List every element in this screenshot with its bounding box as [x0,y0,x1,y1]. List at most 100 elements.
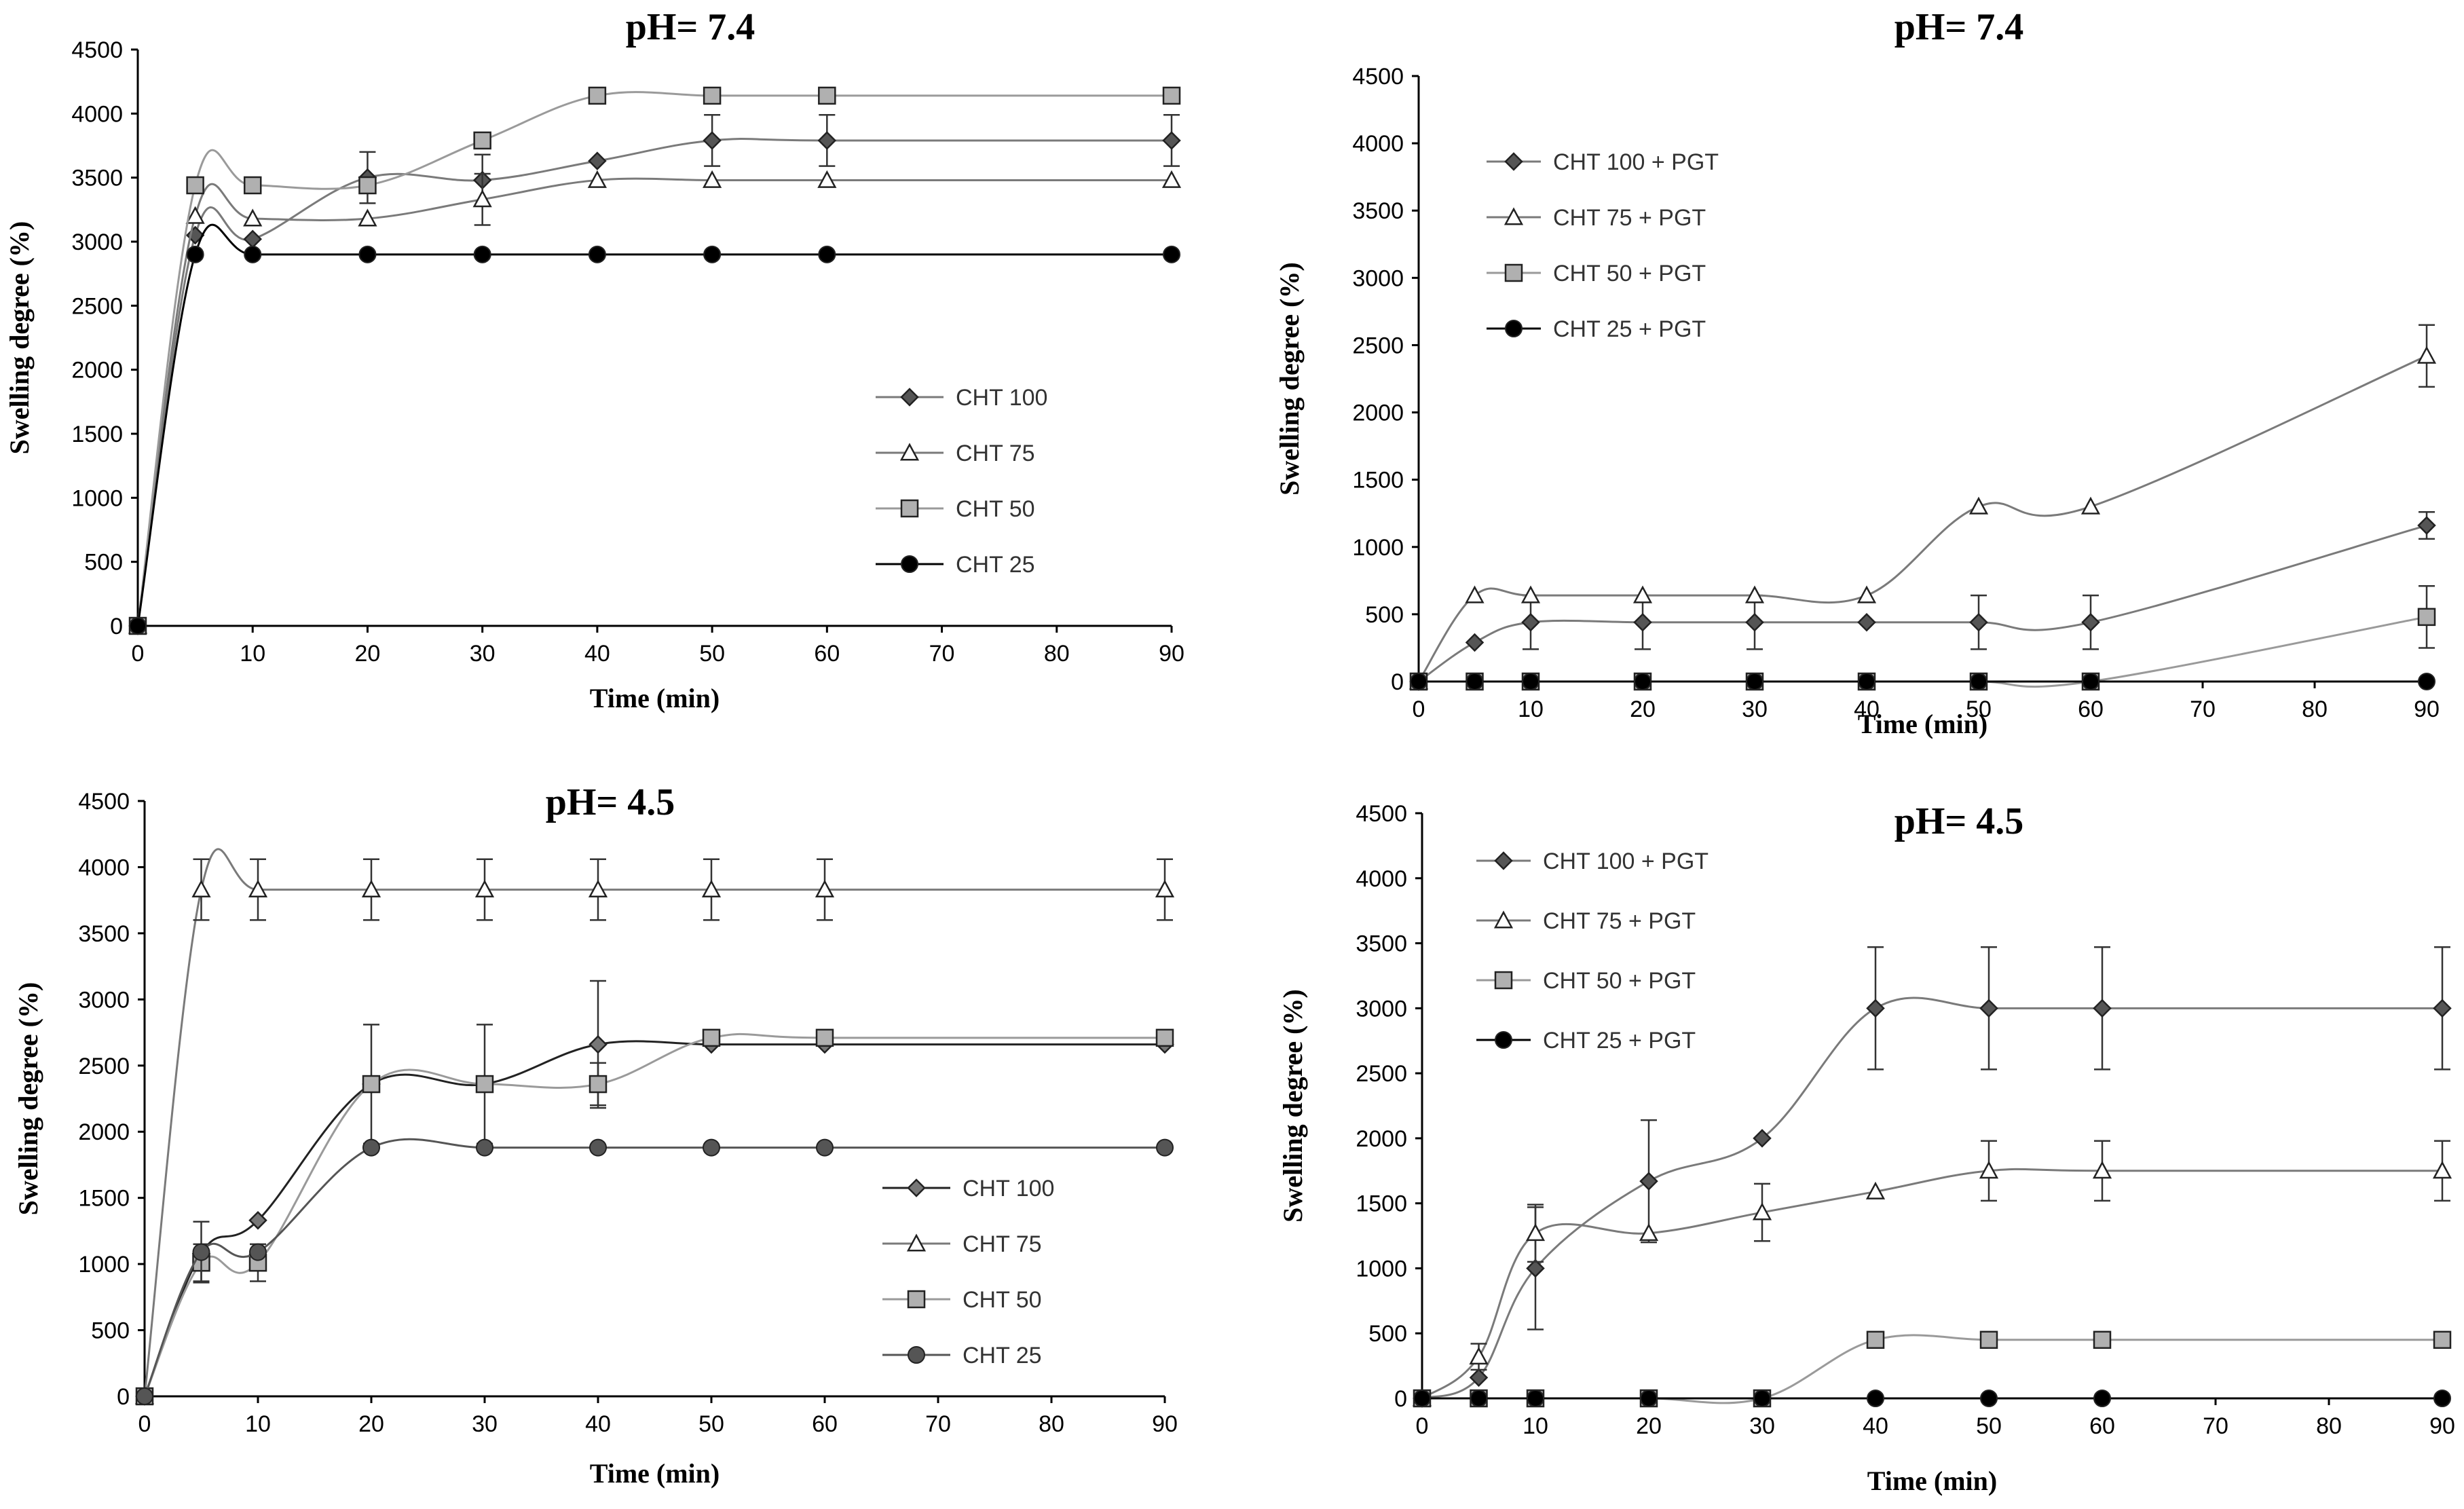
series-cht-100-pgt [1409,510,2436,691]
chart0-marker-8 [1163,245,1180,263]
chart2-marker-7 [815,879,835,898]
chart1-marker-8 [2418,673,2435,690]
chart2-marker-2 [249,1243,267,1261]
chart1-marker-1 [1466,673,1484,690]
chart0-marker-legend-2 [900,499,919,518]
chart3-marker-6 [1980,1390,1998,1407]
chart3-marker-8 [2432,1161,2452,1179]
chart2-marker-2 [248,879,268,898]
chart3-marker-7 [2093,1330,2112,1349]
chart3-marker-legend-1 [1493,910,1514,929]
x-tick-label: 30 [472,1411,498,1437]
x-tick-label: 90 [2429,1413,2455,1439]
series-cht-25-pgt [1410,673,2435,690]
chart3-marker-5 [1865,1181,1886,1199]
chart3-marker-5 [1867,1390,1884,1407]
chart3-marker-legend-3 [1495,1031,1512,1049]
chart1-marker-legend-3 [1505,320,1523,337]
chart3-series-line [1421,996,2442,1400]
y-tick-label: 1500 [1352,468,1404,493]
chart0-marker-5 [587,170,607,188]
legend-label: CHT 100 + PGT [1543,849,1709,874]
legend-label: CHT 75 [963,1231,1042,1257]
chart3-marker-1 [1469,1368,1489,1387]
y-tick-label: 4500 [1352,64,1404,90]
chart0-marker-0 [129,617,147,635]
chart3-marker-3 [1640,1390,1658,1407]
x-tick-label: 50 [698,1411,724,1437]
chart1-marker-1 [1465,633,1485,652]
chart0-marker-8 [1161,170,1182,188]
y-tick-label: 2000 [78,1119,130,1145]
chart3-marker-4 [1752,1202,1772,1221]
y-tick-label: 4500 [71,37,123,63]
x-tick-label: 70 [2203,1413,2228,1439]
chart1-marker-5 [1856,585,1877,603]
legend-label: CHT 100 + PGT [1553,149,1719,175]
y-tick-label: 500 [91,1318,130,1344]
chart0-marker-2 [243,176,262,195]
chart2-marker-3 [361,879,381,898]
chart1-marker-2 [1521,613,1540,632]
chart2-marker-7 [816,1138,834,1157]
y-tick-label: 3500 [71,166,123,191]
chart2-marker-5 [589,1075,608,1094]
chart0-marker-4 [473,245,491,263]
y-axis-title: Swelling degree (%) [1277,989,1308,1223]
chart3-marker-6 [1979,1161,1999,1179]
chart1-marker-7 [2080,496,2101,515]
chart0-marker-legend-0 [900,388,919,407]
y-tick-label: 1000 [78,1252,130,1278]
y-tick-label: 3500 [1352,198,1404,224]
chart2-series-line [143,848,1165,1397]
chart0-marker-3 [358,208,377,227]
chart3-marker-3 [1639,1172,1658,1191]
legend-label: CHT 75 + PGT [1543,908,1696,934]
legend-label: CHT 25 [963,1343,1042,1368]
chart3-marker-6 [1979,999,1998,1018]
chart1-marker-7 [2082,673,2099,690]
series-cht-75 [134,848,1175,1404]
x-tick-label: 80 [2316,1413,2342,1439]
y-tick-label: 3000 [78,987,130,1013]
y-axis-title: Swelling degree (%) [4,221,35,455]
chart1-marker-7 [2081,613,2100,632]
x-tick-label: 60 [2078,696,2104,722]
y-tick-label: 4500 [78,789,130,815]
chart-panel-3: pH= 4.5050010001500200025003000350040004… [13,781,1178,1489]
chart0-marker-7 [817,131,837,150]
x-tick-label: 30 [1749,1413,1775,1439]
chart3-marker-2 [1526,1259,1545,1278]
chart2-marker-2 [248,1211,267,1230]
chart-panel-2: pH= 7.4050010001500200025003000350040004… [1274,6,2440,739]
legend-label: CHT 50 [963,1287,1042,1313]
y-tick-label: 3500 [78,921,130,947]
chart0-marker-4 [473,131,491,150]
chart3-marker-8 [2433,1330,2452,1349]
x-tick-label: 50 [1976,1413,2002,1439]
x-tick-label: 20 [1630,696,1656,722]
x-tick-label: 50 [1966,696,1992,722]
y-tick-label: 1000 [1352,535,1404,561]
x-tick-label: 0 [138,1411,151,1437]
x-tick-label: 10 [1518,696,1544,722]
chart1-marker-0 [1410,673,1427,690]
legend-label: CHT 50 + PGT [1543,968,1696,994]
y-tick-label: 1500 [71,422,123,447]
series-cht-50 [135,1028,1174,1406]
chart2-marker-8 [1155,879,1175,898]
y-axis-title: Swelling degree (%) [1274,262,1305,496]
chart0-marker-2 [244,245,262,263]
y-tick-label: 3000 [1352,265,1404,291]
x-tick-label: 10 [1523,1413,1548,1439]
chart-title: pH= 4.5 [546,781,675,823]
x-tick-label: 40 [585,1411,611,1437]
chart1-marker-3 [1633,613,1652,632]
chart2-marker-legend-3 [908,1346,925,1364]
series-cht-25 [136,1138,1174,1405]
chart3-marker-legend-0 [1494,851,1513,870]
x-tick-label: 20 [358,1411,384,1437]
chart3-marker-7 [2093,1390,2111,1407]
y-tick-label: 4000 [78,855,130,880]
